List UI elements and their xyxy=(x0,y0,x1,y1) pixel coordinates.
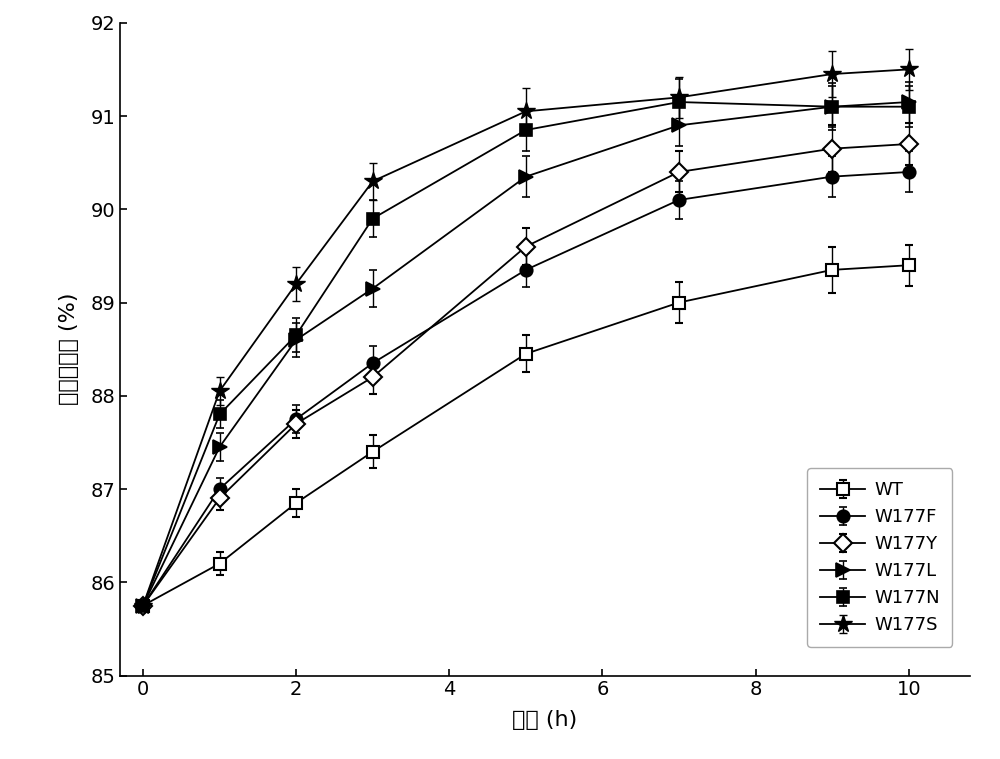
Legend: WT, W177F, W177Y, W177L, W177N, W177S: WT, W177F, W177Y, W177L, W177N, W177S xyxy=(807,468,952,647)
X-axis label: 时间 (h): 时间 (h) xyxy=(512,710,578,730)
Y-axis label: 芒芽糖含量 (%): 芒芽糖含量 (%) xyxy=(59,293,79,405)
